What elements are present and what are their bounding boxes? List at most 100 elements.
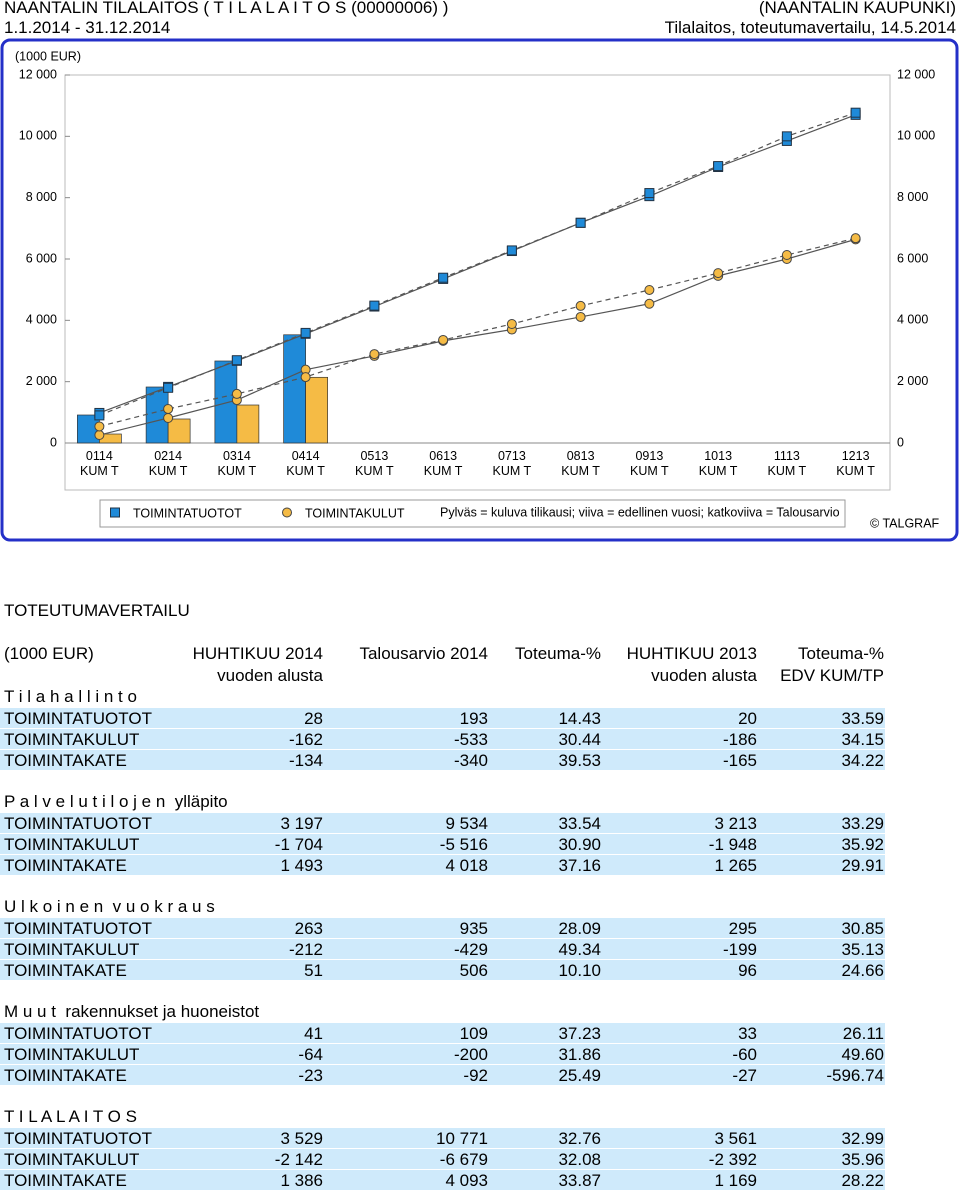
- cell: -1 948: [708, 834, 757, 854]
- cell: 9 534: [445, 813, 488, 833]
- cell: -64: [298, 1045, 323, 1064]
- row-label: TOIMINTATUOTOT: [4, 1128, 152, 1148]
- marker: [506, 319, 517, 330]
- cell: 33.54: [558, 813, 601, 833]
- y-tick-label: 6 000: [26, 251, 57, 265]
- y-tick-label: 12 000: [19, 67, 57, 81]
- group-title: M u u t rakennukset ja huoneistot: [4, 1002, 260, 1022]
- y-tick-label: 0: [50, 435, 57, 449]
- cell: 263: [294, 918, 323, 938]
- marker: [850, 107, 861, 118]
- legend-label: TOIMINTAKULUT: [305, 506, 405, 520]
- x-tick-label: 0813 KUM T: [561, 449, 600, 478]
- column-header: vuoden alusta: [651, 666, 757, 685]
- cell: 935: [459, 918, 488, 938]
- cell: 33.87: [558, 1171, 601, 1191]
- cell: 33: [738, 1023, 757, 1043]
- cell: -596.74: [826, 1066, 884, 1086]
- row-background: [0, 1170, 885, 1191]
- cell: 30.44: [558, 729, 601, 749]
- report-name: Tilalaitos, toteutumavertailu, 14.5.2014: [664, 18, 956, 37]
- cell: 49.60: [841, 1045, 884, 1064]
- marker: [438, 272, 449, 283]
- y2-tick-label: 2 000: [897, 374, 928, 388]
- cell: 28.09: [558, 918, 601, 938]
- x-tick-label: 0414 KUM T: [286, 449, 325, 478]
- group-title: T i l a h a l l i n t o: [4, 687, 137, 706]
- y2-tick-label: 10 000: [897, 129, 935, 143]
- cell: 32.76: [558, 1128, 601, 1148]
- cell: 35.96: [841, 1150, 884, 1170]
- row-label: TOIMINTAKATE: [4, 1066, 127, 1086]
- period: 1.1.2014 - 31.12.2014: [4, 18, 171, 37]
- y-tick-label: 8 000: [26, 190, 57, 204]
- chart: (1000 EUR) Pylväs = kuluva tilikausi; vi…: [0, 38, 959, 542]
- marker: [644, 298, 655, 309]
- marker: [94, 421, 105, 432]
- x-tick-label: 0913 KUM T: [630, 449, 669, 478]
- legend-label: TOIMINTATUOTOT: [133, 506, 242, 520]
- column-header: EDV KUM/TP: [780, 666, 884, 685]
- marker: [644, 188, 655, 199]
- cell: 49.34: [558, 939, 601, 959]
- marker: [713, 161, 724, 172]
- cell: 1 265: [714, 856, 757, 875]
- marker: [231, 388, 242, 399]
- x-tick-label: 1113 KUM T: [767, 449, 807, 478]
- marker: [506, 245, 517, 256]
- marker: [781, 131, 792, 142]
- x-tick-label: 0314 KUM T: [217, 449, 257, 478]
- cell: 31.86: [558, 1045, 601, 1064]
- x-tick-label: 1013 KUM T: [698, 449, 738, 478]
- bar: [236, 404, 260, 444]
- cell: 25.49: [558, 1066, 601, 1086]
- group-title: T I L A L A I T O S: [4, 1107, 137, 1127]
- cell: 32.99: [841, 1128, 884, 1148]
- row-background: [0, 728, 885, 749]
- cell: 39.53: [558, 750, 601, 770]
- cell: 10.10: [558, 961, 601, 981]
- column-header: Talousarvio 2014: [359, 644, 488, 663]
- cell: 24.66: [841, 961, 884, 981]
- legend-note: Pylväs = kuluva tilikausi; viiva = edell…: [440, 505, 840, 519]
- chart-frame: [0, 38, 959, 542]
- cell: 10 771: [436, 1128, 488, 1148]
- cell: -165: [722, 750, 757, 770]
- row-background: [0, 812, 885, 833]
- row-label: TOIMINTAKULUT: [4, 729, 140, 749]
- row-background: [0, 833, 885, 854]
- marker: [575, 311, 586, 322]
- y2-tick-label: 8 000: [897, 190, 928, 204]
- cell: 3 561: [714, 1128, 757, 1148]
- y2-tick-label: 0: [897, 435, 904, 449]
- row-label: TOIMINTAKULUT: [4, 1150, 140, 1170]
- y2-tick-label: 12 000: [897, 67, 935, 81]
- row-label: TOIMINTAKULUT: [4, 939, 140, 959]
- cell: -199: [722, 939, 757, 959]
- row-background: [0, 749, 885, 770]
- cell: -92: [463, 1066, 488, 1086]
- cell: -134: [288, 750, 323, 770]
- bar: [305, 376, 328, 444]
- cell: 30.85: [841, 918, 884, 938]
- row-background: [0, 1149, 885, 1170]
- marker: [163, 382, 174, 393]
- cell: -162: [288, 729, 323, 749]
- cell: 33.59: [841, 708, 884, 728]
- marker: [94, 410, 105, 421]
- marker: [163, 403, 174, 414]
- y-tick-label: 10 000: [19, 129, 57, 143]
- organization: (NAANTALIN KAUPUNKI): [758, 0, 956, 17]
- x-tick-label: 1213 KUM T: [836, 449, 875, 478]
- marker: [438, 334, 449, 345]
- marker: [644, 284, 655, 295]
- legend-frame: [99, 499, 846, 528]
- cell: -200: [453, 1045, 488, 1064]
- bar: [167, 418, 191, 444]
- row-label: TOIMINTATUOTOT: [4, 1023, 152, 1043]
- plot-frame: [64, 74, 891, 491]
- marker: [369, 300, 380, 311]
- cell: 41: [304, 1023, 323, 1043]
- line-budget: [99, 237, 856, 428]
